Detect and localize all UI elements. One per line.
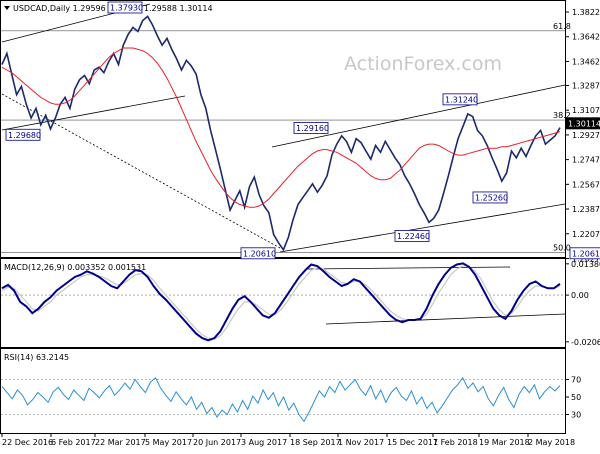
price-close-line (1, 15, 561, 252)
annotation-box (442, 93, 478, 106)
price-tick-label: 1.27470 (572, 156, 600, 165)
date-tick-label: 1 Feb 2018 (433, 438, 478, 447)
rsi-line (1, 376, 561, 423)
macd-resistance-line (307, 266, 511, 270)
date-tick-label: 18 Sep 2017 (290, 438, 341, 447)
dotted-downtrend (1, 93, 281, 249)
price-tick-label: 1.22070 (572, 230, 600, 239)
price-series: 1.30114 (1, 15, 600, 252)
date-tick-label: 5 May 2017 (145, 438, 192, 447)
price-annotations: 1.37930 1.29680 1.29160 1.31240 1.25260 1.224… (5, 1, 600, 260)
macd-tick-label: 0.00 (571, 291, 589, 300)
fib-label: 50.0 (553, 243, 571, 252)
rsi-axis: 70 50 30 (1, 376, 581, 420)
last-price-box (566, 117, 600, 130)
annotation-box (293, 122, 329, 134)
triangle-down-icon (4, 6, 10, 10)
date-tick-label: 20 Jun 2017 (193, 438, 241, 447)
moving-average-line (1, 47, 561, 208)
channel-lower-left (1, 95, 186, 131)
price-tick-label: 1.25670 (572, 180, 600, 189)
date-tick-label: 22 Dec 2016 (2, 438, 53, 447)
date-tick-label: 15 Dec 2017 (387, 438, 438, 447)
rsi-panel (0, 348, 566, 434)
date-tick-label: 1 Nov 2017 (338, 438, 384, 447)
fib-label: 61.8 (553, 22, 571, 31)
price-tick-label: 1.31070 (572, 106, 600, 115)
annotation-box (569, 247, 600, 260)
macd-axis: 0.013802 0.00 -0.020646 (1, 260, 600, 347)
rsi-series (1, 376, 561, 423)
date-tick-label: 22 Mar 2017 (95, 438, 146, 447)
annotation-label: 1.31240 (445, 95, 478, 104)
fib-levels: 61.8 38.2 50.0 (1, 22, 571, 253)
last-price-label: 1.30114 (568, 119, 600, 128)
watermark: ActionForex.com (344, 53, 502, 75)
macd-support-line (325, 313, 566, 325)
date-tick-label: 6 Feb 2017 (51, 438, 96, 447)
macd-series (1, 262, 561, 342)
channel-upper-right (271, 84, 566, 148)
macd-header: MACD(12,26,9) 0.003352 0.001531 (4, 263, 146, 272)
price-panel (0, 0, 566, 258)
annotation-box (5, 128, 41, 141)
annotation-box (107, 1, 143, 14)
rsi-tick-label: 30 (571, 411, 581, 420)
macd-panel (0, 258, 566, 348)
price-tick-label: 1.38220 (572, 8, 600, 17)
price-tick-label: 1.34620 (572, 57, 600, 66)
price-axis: 1.38220 1.36420 1.34620 1.32870 1.31070 1.292… (565, 8, 600, 263)
price-tick-label: 1.29270 (572, 131, 600, 140)
annotation-label: 1.20610 (243, 249, 276, 258)
rsi-tick-label: 70 (571, 376, 581, 385)
price-tick-label: 1.23870 (572, 205, 600, 214)
channel-lower-right (279, 203, 566, 253)
annotation-label: 1.29680 (8, 131, 41, 140)
price-tick-label: 1.32870 (572, 81, 600, 90)
date-tick-label: 2 May 2018 (528, 438, 575, 447)
rsi-header: RSI(14) 63.2145 (4, 353, 69, 362)
date-tick-label: 3 Aug 2017 (241, 438, 287, 447)
fib-label: 38.2 (553, 111, 571, 120)
macd-tick-label: 0.013802 (571, 260, 600, 269)
annotation-box (394, 230, 430, 242)
macd-line (1, 262, 561, 342)
macd-tick-label: -0.020646 (571, 338, 600, 347)
annotation-box (240, 247, 276, 260)
annotation-label: 1.37930 (110, 4, 143, 13)
annotation-label: 1.29160 (296, 124, 329, 133)
date-tick-label: 19 Mar 2018 (479, 438, 530, 447)
annotation-label: 1.25260 (475, 193, 508, 202)
rsi-tick-label: 50 (571, 393, 581, 402)
annotation-label: 1.22460 (397, 232, 430, 241)
price-tick-label: 1.36420 (572, 33, 600, 42)
annotation-label: 1.20610 (572, 249, 600, 258)
annotation-box (472, 191, 508, 204)
